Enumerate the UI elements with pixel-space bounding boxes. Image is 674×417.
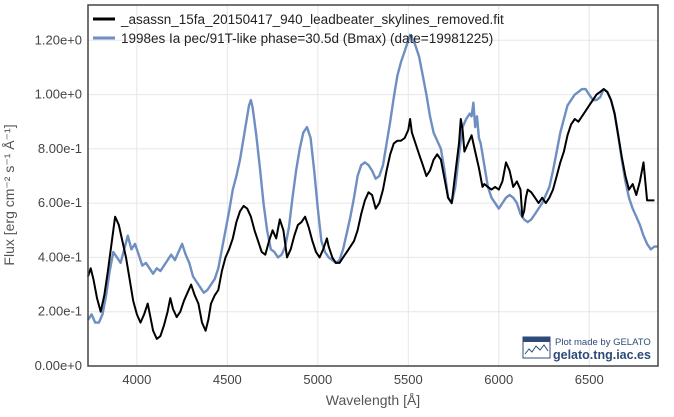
y-tick-label: 8.00e-1 [38, 141, 82, 156]
y-tick-label: 4.00e-1 [38, 249, 82, 264]
gelato-watermark: Plot made by GELATO gelato.tng.iac.es [522, 336, 651, 362]
grid [88, 5, 658, 367]
y-tick-label: 0.00e+0 [35, 358, 82, 373]
x-tick-label: 6500 [575, 372, 604, 387]
x-tick-label: 4000 [122, 372, 151, 387]
x-tick-label: 5000 [303, 372, 332, 387]
y-tick-label: 1.20e+0 [35, 32, 82, 47]
watermark-line1: Plot made by GELATO [555, 337, 651, 348]
plot-frame [87, 4, 659, 367]
gelato-logo-spectrum [524, 344, 549, 355]
series-line-asassn [87, 88, 655, 340]
y-axis-title: Flux [erg cm⁻² s⁻¹ Å⁻¹] [1, 124, 17, 265]
x-tick-label: 4500 [213, 372, 242, 387]
x-axis-title: Wavelength [Å] [326, 392, 420, 408]
x-tick-label: 5500 [394, 372, 423, 387]
legend-label-asassn: _asassn_15fa_20150417_940_leadbeater_sky… [120, 12, 504, 27]
legend-label-1998es: 1998es Ia pec/91T-like phase=30.5d (Bmax… [121, 31, 493, 46]
x-tick-label: 6000 [484, 372, 513, 387]
y-tick-label: 1.00e+0 [35, 87, 82, 102]
series-line-1998es [86, 33, 658, 324]
y-tick-labels: 0.00e+0 2.00e-1 4.00e-1 6.00e-1 8.00e-1 1.00e… [35, 32, 82, 373]
watermark-line2: gelato.tng.iac.es [553, 348, 651, 362]
gelato-logo-band [523, 337, 550, 342]
legend: _asassn_15fa_20150417_940_leadbeater_sky… [93, 12, 504, 46]
y-tick-label: 6.00e-1 [38, 195, 82, 210]
x-tick-labels: 4000 4500 5000 5500 6000 6500 [122, 372, 603, 387]
series-group [86, 33, 658, 340]
y-tick-label: 2.00e-1 [38, 304, 82, 319]
